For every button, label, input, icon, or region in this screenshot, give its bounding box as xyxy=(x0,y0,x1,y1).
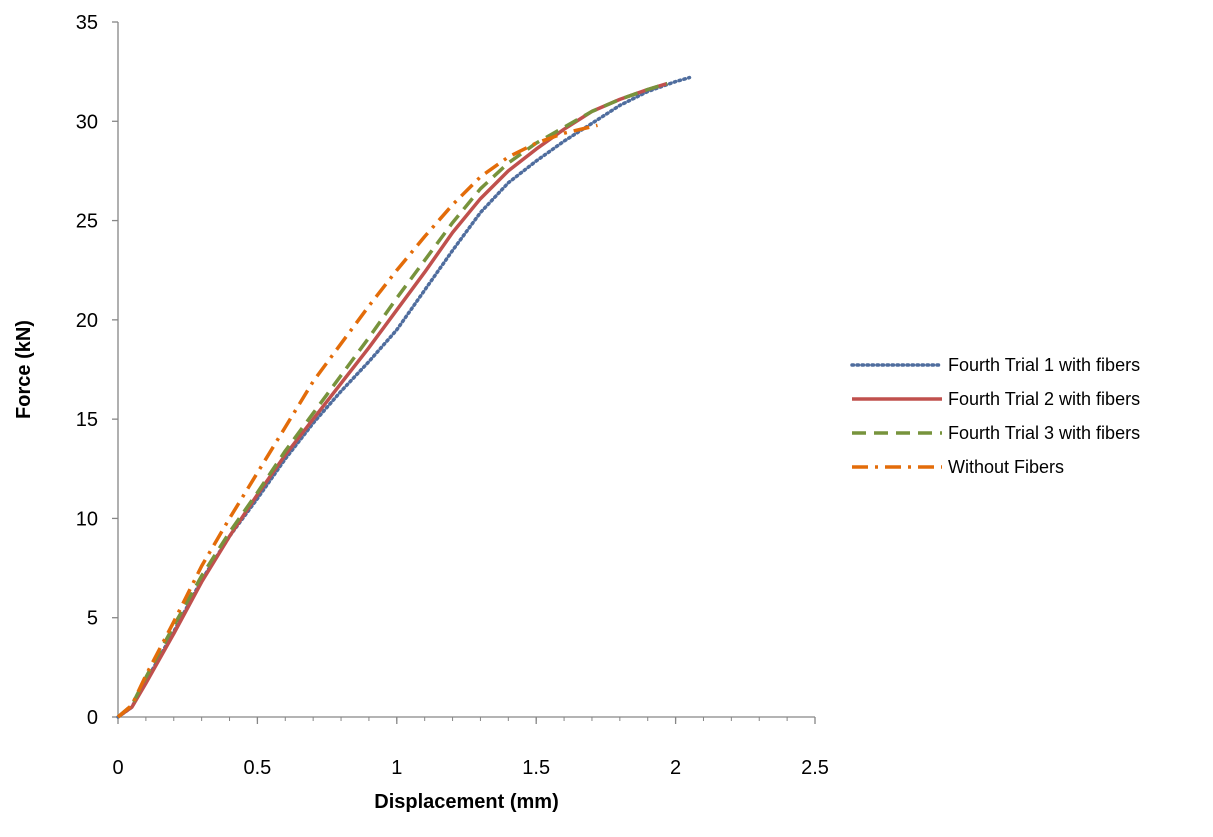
series-line-2 xyxy=(116,81,668,719)
x-tick-label: 0.5 xyxy=(243,757,271,779)
y-tick-label: 10 xyxy=(76,508,98,530)
legend-label-2: Fourth Trial 2 with fibers xyxy=(948,389,1140,409)
y-tick-label: 5 xyxy=(87,608,98,630)
y-tick-label: 0 xyxy=(87,707,98,729)
legend: Fourth Trial 1 with fibers Fourth Trial 2… xyxy=(850,355,1140,477)
series-layer xyxy=(116,75,692,719)
y-axis: 0 5 10 15 20 25 30 35 xyxy=(76,12,119,729)
x-tick-label: 2 xyxy=(670,757,681,779)
x-tick-label: 0 xyxy=(112,757,123,779)
y-tick-label: 30 xyxy=(76,111,98,133)
x-tick-label: 1 xyxy=(391,757,402,779)
y-tick-label: 20 xyxy=(76,310,98,332)
x-axis: 0 0.5 1 1.5 2 2.5 xyxy=(112,716,829,779)
y-axis-title: Force (kN) xyxy=(13,320,35,419)
legend-label-3: Fourth Trial 3 with fibers xyxy=(948,423,1140,443)
y-tick-label: 15 xyxy=(76,409,98,431)
series-line-4 xyxy=(116,123,598,719)
series-line-1 xyxy=(116,75,692,719)
x-axis-title: Displacement (mm) xyxy=(374,791,559,813)
y-tick-label: 35 xyxy=(76,12,98,34)
legend-label-1: Fourth Trial 1 with fibers xyxy=(948,355,1140,375)
y-tick-label: 25 xyxy=(76,211,98,233)
x-tick-label: 1.5 xyxy=(522,757,550,779)
x-tick-label: 2.5 xyxy=(801,757,829,779)
legend-label-4: Without Fibers xyxy=(948,457,1064,477)
series-line-3 xyxy=(116,81,668,719)
